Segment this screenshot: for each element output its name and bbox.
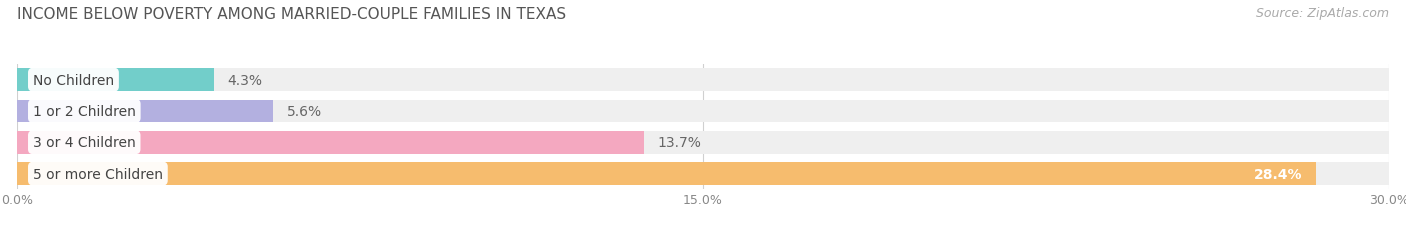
Text: 28.4%: 28.4% (1254, 167, 1302, 181)
Text: 1 or 2 Children: 1 or 2 Children (32, 104, 136, 119)
Text: INCOME BELOW POVERTY AMONG MARRIED-COUPLE FAMILIES IN TEXAS: INCOME BELOW POVERTY AMONG MARRIED-COUPL… (17, 7, 567, 22)
Bar (17, 69, 214, 91)
Text: 5.6%: 5.6% (287, 104, 322, 119)
Text: 3 or 4 Children: 3 or 4 Children (32, 136, 135, 150)
Text: No Children: No Children (32, 73, 114, 87)
Text: 4.3%: 4.3% (228, 73, 263, 87)
Bar (17, 131, 644, 154)
Bar (17, 131, 1389, 154)
Bar (17, 163, 1389, 185)
Bar (17, 163, 1316, 185)
Text: 13.7%: 13.7% (657, 136, 702, 150)
Text: 5 or more Children: 5 or more Children (32, 167, 163, 181)
Bar (17, 100, 1389, 123)
Bar (17, 69, 1389, 91)
Text: Source: ZipAtlas.com: Source: ZipAtlas.com (1256, 7, 1389, 20)
Bar (17, 100, 273, 123)
